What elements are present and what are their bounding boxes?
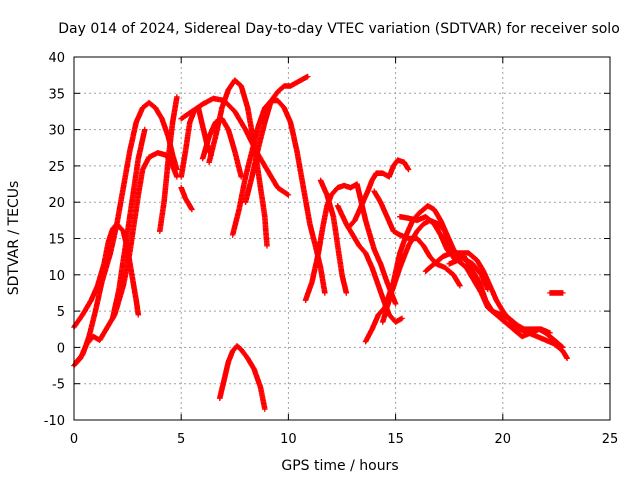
series-arc-15 [317,177,350,296]
x-tick-label: 20 [495,432,512,447]
x-tick-label: 0 [70,432,78,447]
y-tick-label: 0 [57,341,65,356]
series-arc-19 [371,188,463,289]
x-tick-label: 5 [177,432,185,447]
series-arc-13 [217,343,268,412]
series-markers [178,184,195,213]
y-tick-label: 30 [48,124,65,139]
series-markers [157,94,180,234]
y-tick-label: 40 [48,51,65,66]
y-tick-label: 15 [48,233,65,248]
y-tick-label: -10 [44,414,65,429]
chart-title: Day 014 of 2024, Sidereal Day-to-day VTE… [58,21,620,37]
axis-ticks: 0 5 10 15 20 25 -10 -5 0 5 10 15 20 25 30 35 40 [44,51,619,447]
y-tick-label: -5 [52,378,65,393]
series-arc-4 [109,126,148,322]
series-markers [217,343,268,412]
series-arc-10 [199,115,244,180]
series-arc-12 [242,73,311,205]
series-arc-14 [302,181,399,307]
series-arc-23 [446,257,566,351]
series-markers [199,115,244,180]
series-markers [317,177,350,296]
y-tick-label: 20 [48,196,65,211]
series-arc-7 [178,184,195,213]
y-tick-label: 5 [57,305,65,320]
series-markers [371,188,463,289]
series-markers [73,99,180,365]
series-arc-5 [157,94,180,234]
y-tick-label: 35 [48,87,65,102]
series-arc-24 [547,290,566,296]
series-markers [109,126,148,322]
series-markers [242,73,311,205]
y-tick-label: 25 [48,160,65,175]
series-markers [446,257,566,351]
series-markers [302,181,399,307]
y-tick-label: 10 [48,269,65,284]
series-arc-3 [73,99,180,365]
y-axis-label: SDTVAR / TECUs [6,181,22,296]
x-tick-label: 15 [387,432,404,447]
series-markers [547,290,566,296]
data-series [71,73,570,412]
x-axis-label: GPS time / hours [281,458,398,474]
x-tick-label: 25 [602,432,619,447]
x-tick-label: 10 [280,432,297,447]
